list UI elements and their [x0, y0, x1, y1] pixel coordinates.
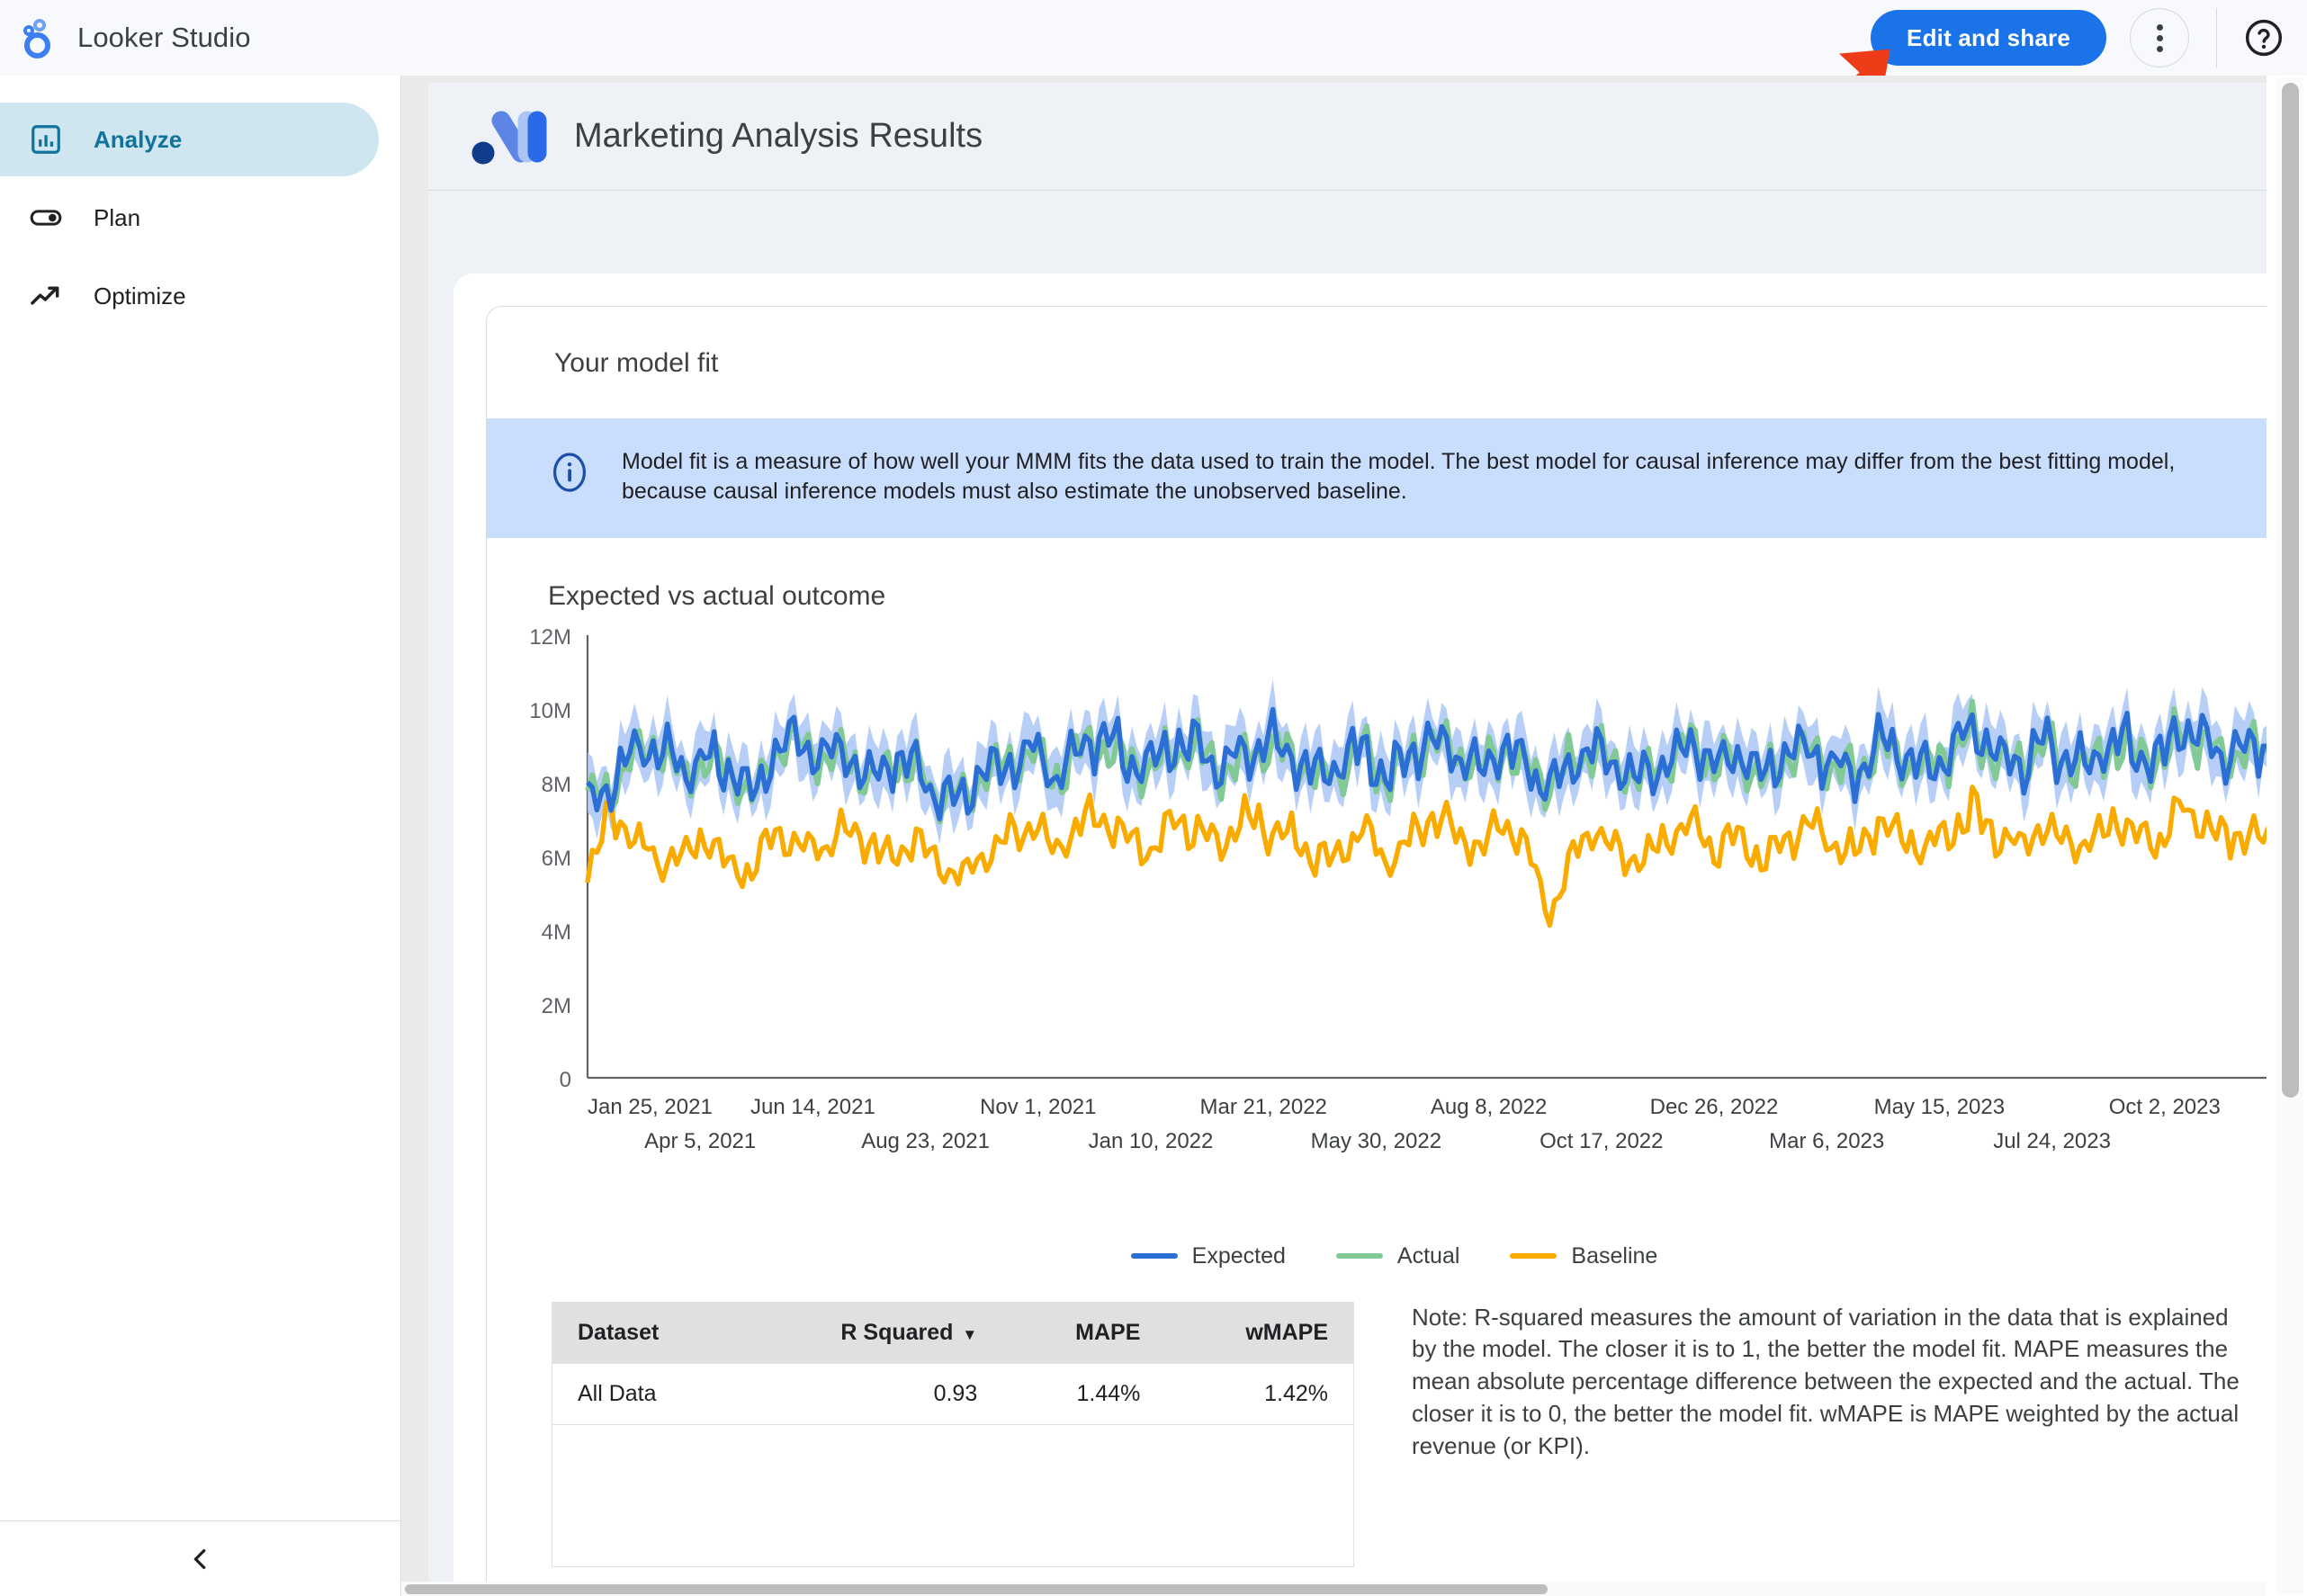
vertical-scroll-thumb[interactable]: [2282, 83, 2299, 1098]
svg-text:May 30, 2022: May 30, 2022: [1311, 1129, 1441, 1153]
cell-dataset: All Data: [552, 1363, 739, 1425]
legend-swatch: [1510, 1253, 1557, 1259]
help-circle-icon[interactable]: [2244, 18, 2284, 58]
svg-text:Nov 1, 2021: Nov 1, 2021: [980, 1095, 1096, 1119]
svg-text:Aug 8, 2022: Aug 8, 2022: [1431, 1095, 1547, 1119]
top-bar: Looker Studio Edit and share: [0, 0, 2307, 76]
legend-label: Baseline: [1571, 1242, 1658, 1269]
model-fit-card: Your model fit Model fit is a measure of…: [486, 306, 2267, 1596]
svg-text:8M: 8M: [542, 773, 571, 797]
legend-label: Expected: [1191, 1242, 1286, 1269]
legend-item-expected[interactable]: Expected: [1130, 1242, 1286, 1269]
report-header: Marketing Analysis Results: [428, 83, 2267, 191]
table-row[interactable]: All Data 0.93 1.44% 1.42%: [552, 1363, 1353, 1425]
metrics-note: Note: R-squared measures the amount of v…: [1412, 1303, 2240, 1460]
sidebar: Analyze Plan Optimize: [0, 76, 401, 1596]
svg-text:4M: 4M: [542, 920, 571, 945]
svg-text:12M: 12M: [529, 628, 571, 650]
col-wmape[interactable]: wMAPE: [1165, 1301, 1353, 1364]
svg-text:May 15, 2023: May 15, 2023: [1874, 1095, 2005, 1119]
svg-text:Mar 6, 2023: Mar 6, 2023: [1769, 1129, 1884, 1153]
svg-text:Aug 23, 2021: Aug 23, 2021: [861, 1129, 990, 1153]
svg-text:2M: 2M: [542, 994, 571, 1018]
toggle-switch-icon: [30, 210, 62, 226]
sidebar-item-analyze[interactable]: Analyze: [0, 103, 379, 176]
sidebar-item-optimize[interactable]: Optimize: [0, 259, 379, 333]
info-banner: Model fit is a measure of how well your …: [487, 418, 2267, 538]
legend-swatch: [1130, 1253, 1178, 1259]
sidebar-item-label: Plan: [94, 203, 141, 231]
col-r-squared-label: R Squared: [840, 1319, 954, 1345]
chevron-left-icon: [193, 1548, 205, 1569]
card-title: Your model fit: [554, 348, 719, 378]
chart-canvas: 0 2M 4M 6M 8M 10M 12M Jan 25, 2021 Apr 5, 2021 Ju…: [529, 628, 2267, 1153]
svg-text:Mar 21, 2022: Mar 21, 2022: [1199, 1095, 1326, 1119]
info-circle-icon: [553, 453, 586, 492]
svg-text:Oct 17, 2022: Oct 17, 2022: [1539, 1129, 1663, 1153]
svg-text:Apr 5, 2021: Apr 5, 2021: [644, 1129, 756, 1153]
svg-text:6M: 6M: [542, 847, 571, 871]
metrics-row: Dataset R Squared ▼ MAPE wMAPE: [487, 1269, 2267, 1567]
page-title: Marketing Analysis Results: [574, 117, 983, 155]
col-dataset[interactable]: Dataset: [552, 1301, 739, 1364]
legend-swatch: [1335, 1253, 1383, 1259]
col-mape[interactable]: MAPE: [1002, 1301, 1166, 1364]
horizontal-scrollbar[interactable]: [401, 1582, 2267, 1596]
trending-up-icon: [31, 286, 59, 305]
legend-label: Actual: [1396, 1242, 1460, 1269]
table-empty-area: [552, 1424, 1353, 1567]
model-fit-table: Dataset R Squared ▼ MAPE wMAPE: [552, 1301, 1353, 1425]
cell-wmape: 1.42%: [1165, 1363, 1353, 1425]
content-area: Marketing Analysis Results Your model fi…: [401, 76, 2267, 1596]
svg-text:Dec 26, 2022: Dec 26, 2022: [1650, 1095, 1779, 1119]
model-fit-table-wrapper: Dataset R Squared ▼ MAPE wMAPE: [552, 1301, 1354, 1567]
cell-mape: 1.44%: [1002, 1363, 1166, 1425]
bar-chart-box-icon: [31, 125, 60, 154]
svg-text:Oct 2, 2023: Oct 2, 2023: [2109, 1095, 2221, 1119]
sidebar-item-plan[interactable]: Plan: [0, 181, 379, 255]
svg-text:0: 0: [560, 1068, 571, 1092]
expected-vs-actual-chart[interactable]: 0 2M 4M 6M 8M 10M 12M Jan 25, 2021 Apr 5, 2021 Ju…: [487, 612, 2267, 1242]
legend-item-actual[interactable]: Actual: [1335, 1242, 1460, 1269]
svg-text:Jan 10, 2022: Jan 10, 2022: [1089, 1129, 1214, 1153]
svg-text:Jun 14, 2021: Jun 14, 2021: [750, 1095, 875, 1119]
sort-desc-caret: ▼: [962, 1325, 978, 1343]
edit-and-share-button[interactable]: Edit and share: [1871, 10, 2106, 66]
chart-legend: Expected Actual Baseline: [487, 1243, 2267, 1269]
top-bar-actions: Edit and share: [1871, 0, 2307, 76]
collapse-sidebar-button[interactable]: [0, 1520, 400, 1596]
report-card-outer: Your model fit Model fit is a measure of…: [453, 273, 2267, 1596]
more-vert-icon[interactable]: [2130, 8, 2189, 67]
toolbar-divider: [2216, 8, 2217, 67]
col-r-squared[interactable]: R Squared ▼: [738, 1301, 1003, 1364]
brand-name: Looker Studio: [77, 22, 251, 53]
meridian-m-logo: [471, 111, 547, 164]
legend-item-baseline[interactable]: Baseline: [1510, 1243, 1657, 1269]
sidebar-item-label: Optimize: [94, 282, 186, 309]
info-banner-text: Model fit is a measure of how well your …: [622, 449, 2176, 505]
table-header-row: Dataset R Squared ▼ MAPE wMAPE: [552, 1301, 1353, 1364]
report-page: Marketing Analysis Results Your model fi…: [428, 83, 2267, 1596]
cell-r-squared: 0.93: [738, 1363, 1003, 1425]
horizontal-scroll-thumb[interactable]: [405, 1584, 1548, 1594]
looker-studio-logo: [20, 17, 58, 58]
vertical-scrollbar[interactable]: [2276, 77, 2303, 1594]
svg-text:10M: 10M: [529, 699, 571, 723]
chart-title: Expected vs actual outcome: [548, 580, 886, 611]
svg-text:Jan 25, 2021: Jan 25, 2021: [588, 1095, 713, 1119]
sidebar-item-label: Analyze: [94, 125, 183, 153]
svg-text:Jul 24, 2023: Jul 24, 2023: [1993, 1129, 2111, 1153]
brand[interactable]: Looker Studio: [0, 17, 251, 58]
